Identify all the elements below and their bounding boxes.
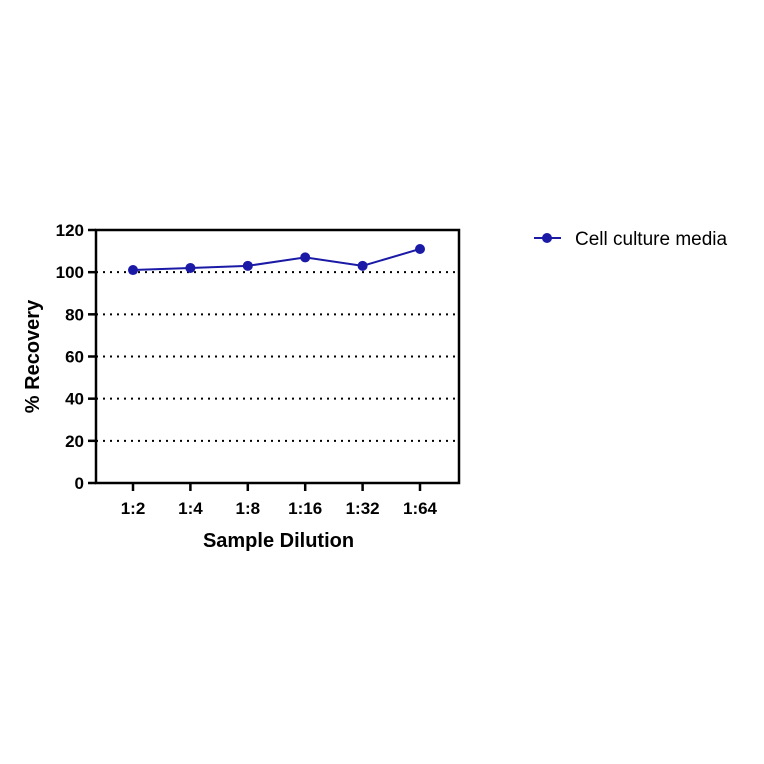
y-tick-label: 60: [65, 348, 84, 367]
x-tick-label: 1:2: [121, 499, 146, 518]
y-tick-label: 20: [65, 432, 84, 451]
gridlines: [96, 271, 459, 442]
data-point: [185, 262, 196, 273]
y-axis-title: % Recovery: [22, 299, 44, 413]
x-axis-ticks: 1:2 1:4 1:8 1:16 1:32 1:64: [121, 483, 438, 518]
x-tick-label: 1:4: [178, 499, 203, 518]
series-line: [132, 248, 421, 272]
legend-series-marker: [542, 233, 552, 243]
y-tick-label: 100: [56, 263, 84, 282]
legend: Cell culture media: [534, 229, 727, 250]
x-axis-title: Sample Dilution: [203, 530, 354, 552]
y-axis-ticks: 0 20 40 60 80 100 120: [56, 221, 96, 493]
x-tick-label: 1:8: [236, 499, 261, 518]
x-tick-label: 1:16: [288, 499, 322, 518]
y-tick-label: 120: [56, 221, 84, 240]
data-point: [242, 260, 253, 271]
x-tick-label: 1:32: [346, 499, 380, 518]
data-point: [300, 252, 311, 263]
legend-series-label: Cell culture media: [575, 229, 727, 250]
series-layer: [128, 243, 425, 276]
y-tick-label: 40: [65, 390, 84, 409]
x-tick-label: 1:64: [403, 499, 438, 518]
y-tick-label: 0: [75, 474, 84, 493]
data-point: [357, 260, 368, 271]
data-point: [415, 243, 425, 254]
y-tick-label: 80: [65, 305, 84, 324]
data-point: [128, 265, 138, 276]
